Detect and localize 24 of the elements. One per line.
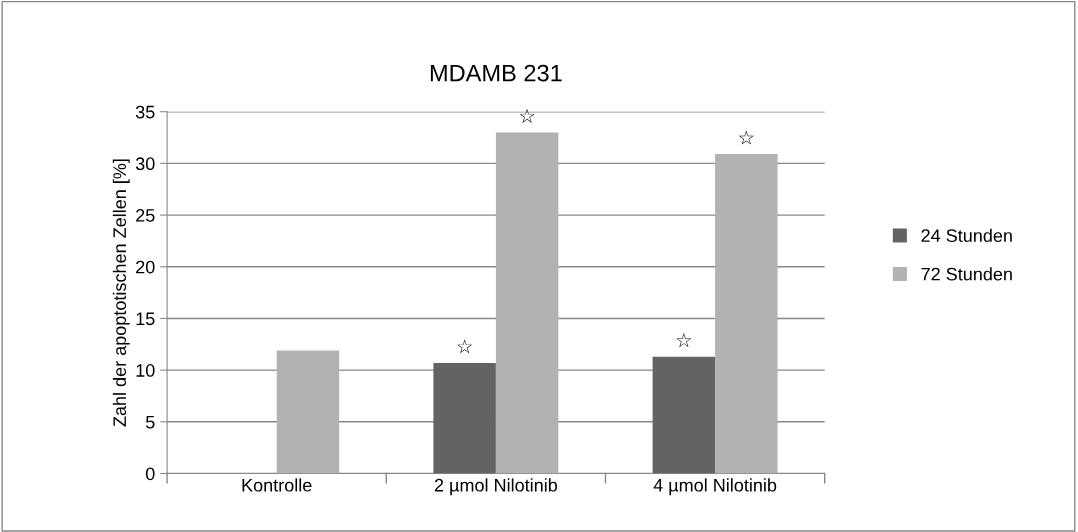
y-tick-label: 30	[135, 157, 155, 171]
legend-label: 24 Stunden	[921, 228, 1012, 243]
x-tick-label: 4 µmol Nilotinib	[653, 478, 777, 496]
y-tick-label: 10	[136, 364, 155, 377]
annotation: ☆	[676, 333, 692, 348]
bar	[715, 154, 778, 474]
bar	[495, 132, 559, 474]
x-tick-label: 2 µmol Nilotinib	[434, 478, 558, 496]
bar	[276, 350, 340, 474]
y-tick-label: 20	[136, 260, 155, 274]
y-tick-label: 15	[136, 312, 155, 326]
bar	[652, 356, 716, 474]
chart-title: MDAMB 231	[430, 64, 562, 82]
y-tick-label: 0	[145, 467, 155, 481]
y-axis-title: Zahl der apoptotischen Zellen [%]	[112, 159, 130, 427]
y-tick-label: 5	[145, 415, 155, 429]
legend-label: 72 Stunden	[921, 267, 1012, 281]
x-tick-label: Kontrolle	[242, 478, 312, 492]
annotation: ☆	[738, 130, 754, 145]
annotation: ☆	[519, 108, 535, 123]
y-tick-label: 35	[135, 105, 155, 119]
annotation: ☆	[457, 339, 473, 354]
y-tick-label: 25	[136, 209, 155, 222]
bar	[433, 362, 496, 474]
